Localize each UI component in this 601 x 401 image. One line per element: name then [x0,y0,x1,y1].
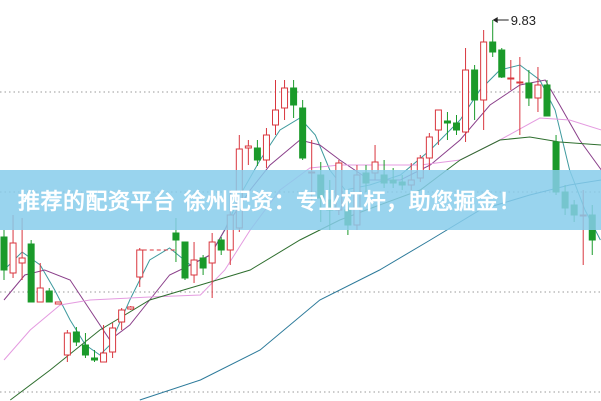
candle [480,30,488,130]
candle [281,80,289,120]
candle-body [81,344,89,356]
candle [199,255,207,275]
candle-body [72,331,80,343]
candle [244,140,252,165]
candle-body [208,241,216,264]
candle [507,60,515,90]
candle [136,248,144,287]
candle [489,20,497,57]
candle-body [172,232,180,241]
max-price-label: 9.83 [511,13,536,28]
candle [453,115,460,135]
candle-body [127,306,135,310]
candle [498,48,506,78]
ma5-line [3,64,601,356]
candle [36,263,44,303]
candle-body [443,120,451,124]
candle [516,57,524,135]
candle-body [36,287,44,303]
candle [100,325,108,363]
candle [471,65,479,120]
candle-body [281,87,289,109]
candle-body [190,259,198,276]
candle-body [109,327,117,353]
candle [27,240,35,303]
candle [534,67,542,112]
candle [525,70,533,106]
candle [217,237,225,255]
candle [262,128,270,168]
candle [181,241,189,280]
candle-body [525,82,533,99]
annotations: 9.83 [492,13,536,28]
candle-body [534,84,542,99]
candle-body [63,332,71,356]
candle [72,327,80,346]
candle-body [290,87,298,106]
candle [299,100,307,160]
candle-body [18,257,26,264]
promo-banner-text: 推荐的配资平台 徐州配资：专业杠杆，助您掘金！ [18,190,522,215]
ma10-line [3,79,601,341]
candle [54,301,62,305]
candle-body [244,145,252,149]
candle [91,350,98,362]
candle [272,80,279,135]
candle-body [543,84,551,117]
candle [425,133,433,170]
candle [45,288,53,303]
candle-body [45,290,53,303]
max-arrow-head-icon [492,17,498,23]
candle [127,306,135,310]
candle-body [516,81,524,84]
candle [118,308,126,330]
candle [208,233,216,298]
candle-body [453,122,460,131]
candle-body [9,242,17,274]
candle [543,80,551,117]
promo-banner[interactable]: 推荐的配资平台 徐州配资：专业杠杆，助您掘金！ [0,170,601,230]
candle [81,333,89,358]
candle-body [91,357,98,361]
candle-body [507,77,515,80]
candle-body [0,236,8,271]
candle [290,80,298,118]
candle-body [462,69,470,133]
candle [0,230,8,280]
candle-body [100,352,108,363]
candle-body [272,109,279,126]
candle-body [498,49,506,78]
candle-body [27,243,35,303]
candle-body [54,301,62,305]
candle-body [434,109,442,131]
candle [434,109,442,145]
candle [63,330,71,362]
candle-body [480,41,488,101]
candle-body [199,257,207,269]
candle [190,242,198,283]
candle [443,112,451,140]
candle-body [489,41,497,53]
candle [109,323,117,358]
candle [253,140,261,166]
candle-body [262,134,270,161]
candle-body [471,69,479,101]
candle-body [299,107,307,159]
candle [462,48,470,142]
candle-body [253,147,261,161]
candle-body [217,239,225,251]
candle-body [181,241,189,279]
candle-body [425,136,433,159]
candle-body [118,309,126,323]
candle-body [136,249,144,278]
